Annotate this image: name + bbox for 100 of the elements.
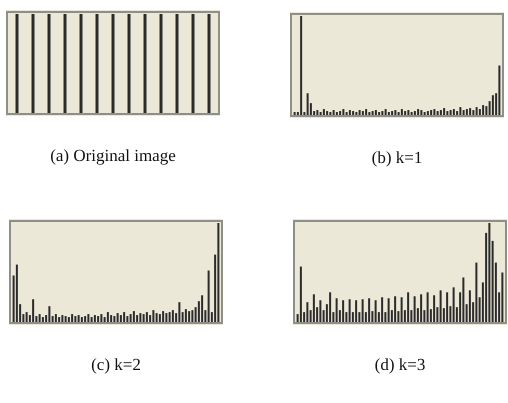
bar <box>501 272 504 322</box>
bar <box>384 109 387 115</box>
bar <box>446 292 448 322</box>
bar <box>404 111 406 115</box>
bar <box>306 93 309 115</box>
bar <box>362 111 364 115</box>
bar <box>188 311 190 322</box>
bar <box>178 302 180 322</box>
bar <box>158 314 161 322</box>
bar <box>475 262 478 322</box>
bar <box>400 109 403 115</box>
bar <box>332 110 335 115</box>
bar <box>456 111 458 115</box>
bar <box>38 314 41 322</box>
bar <box>54 314 57 322</box>
bar <box>201 295 204 322</box>
bar <box>498 66 500 115</box>
bar <box>440 110 442 115</box>
bar <box>146 312 148 322</box>
bar <box>217 223 220 322</box>
bar <box>120 315 122 322</box>
bar <box>407 110 410 115</box>
bar <box>342 109 344 115</box>
bar <box>319 300 322 322</box>
bar <box>372 111 374 115</box>
bar <box>306 302 308 322</box>
bar <box>110 315 112 322</box>
bar <box>100 314 102 322</box>
bar <box>378 112 380 115</box>
bar <box>394 110 396 115</box>
bar <box>488 223 490 322</box>
bar <box>452 109 455 115</box>
bar <box>436 111 439 115</box>
bar <box>368 298 370 322</box>
bar <box>476 107 478 115</box>
bar <box>433 295 436 322</box>
bar <box>420 110 422 115</box>
bar <box>339 111 342 115</box>
bar <box>492 95 494 115</box>
bar <box>64 316 67 322</box>
bar <box>462 277 464 322</box>
bar <box>312 294 315 322</box>
bar <box>469 108 472 115</box>
bar <box>407 292 410 322</box>
bar <box>126 316 128 322</box>
bar <box>355 300 358 322</box>
bar <box>391 111 394 115</box>
bar <box>106 312 109 322</box>
bar <box>80 317 83 322</box>
bar <box>466 109 468 115</box>
bar <box>94 315 96 322</box>
bar <box>368 112 370 115</box>
bar <box>417 109 420 115</box>
text: (a) Original image <box>49 146 177 166</box>
text: (d) k=3 <box>374 355 426 375</box>
bar <box>132 311 135 322</box>
bar <box>172 310 174 322</box>
bar <box>16 264 18 322</box>
bar <box>130 314 132 322</box>
bar <box>468 290 471 322</box>
bar <box>362 299 364 322</box>
bar <box>443 108 446 115</box>
bar <box>168 312 171 322</box>
bar <box>433 109 436 115</box>
bar <box>342 300 344 322</box>
bar <box>113 316 116 322</box>
bar <box>74 316 76 322</box>
bar <box>400 297 403 322</box>
bar <box>336 112 338 115</box>
bar <box>123 312 126 322</box>
bar <box>90 317 93 322</box>
bar <box>336 298 338 322</box>
bar <box>97 316 100 322</box>
bar <box>208 270 210 322</box>
bar <box>424 112 426 115</box>
bar <box>482 105 484 115</box>
bar <box>381 297 384 322</box>
bar <box>365 109 368 115</box>
bar <box>374 300 377 322</box>
bar <box>294 112 296 115</box>
bar <box>162 311 164 322</box>
bar <box>388 298 390 322</box>
bar <box>32 299 34 322</box>
bar <box>410 112 413 115</box>
bar <box>191 310 194 322</box>
text: (c) k=2 <box>90 355 142 375</box>
bar <box>430 110 432 115</box>
bar <box>398 112 400 115</box>
bar <box>48 306 50 322</box>
bar <box>414 111 416 115</box>
bar <box>322 109 325 115</box>
bar <box>426 292 429 322</box>
bar <box>142 314 145 322</box>
bar <box>78 315 80 322</box>
bar <box>139 313 142 322</box>
bar <box>374 110 377 115</box>
bar <box>87 314 90 322</box>
bar <box>346 112 348 115</box>
bar <box>61 315 64 322</box>
bar <box>71 314 74 322</box>
